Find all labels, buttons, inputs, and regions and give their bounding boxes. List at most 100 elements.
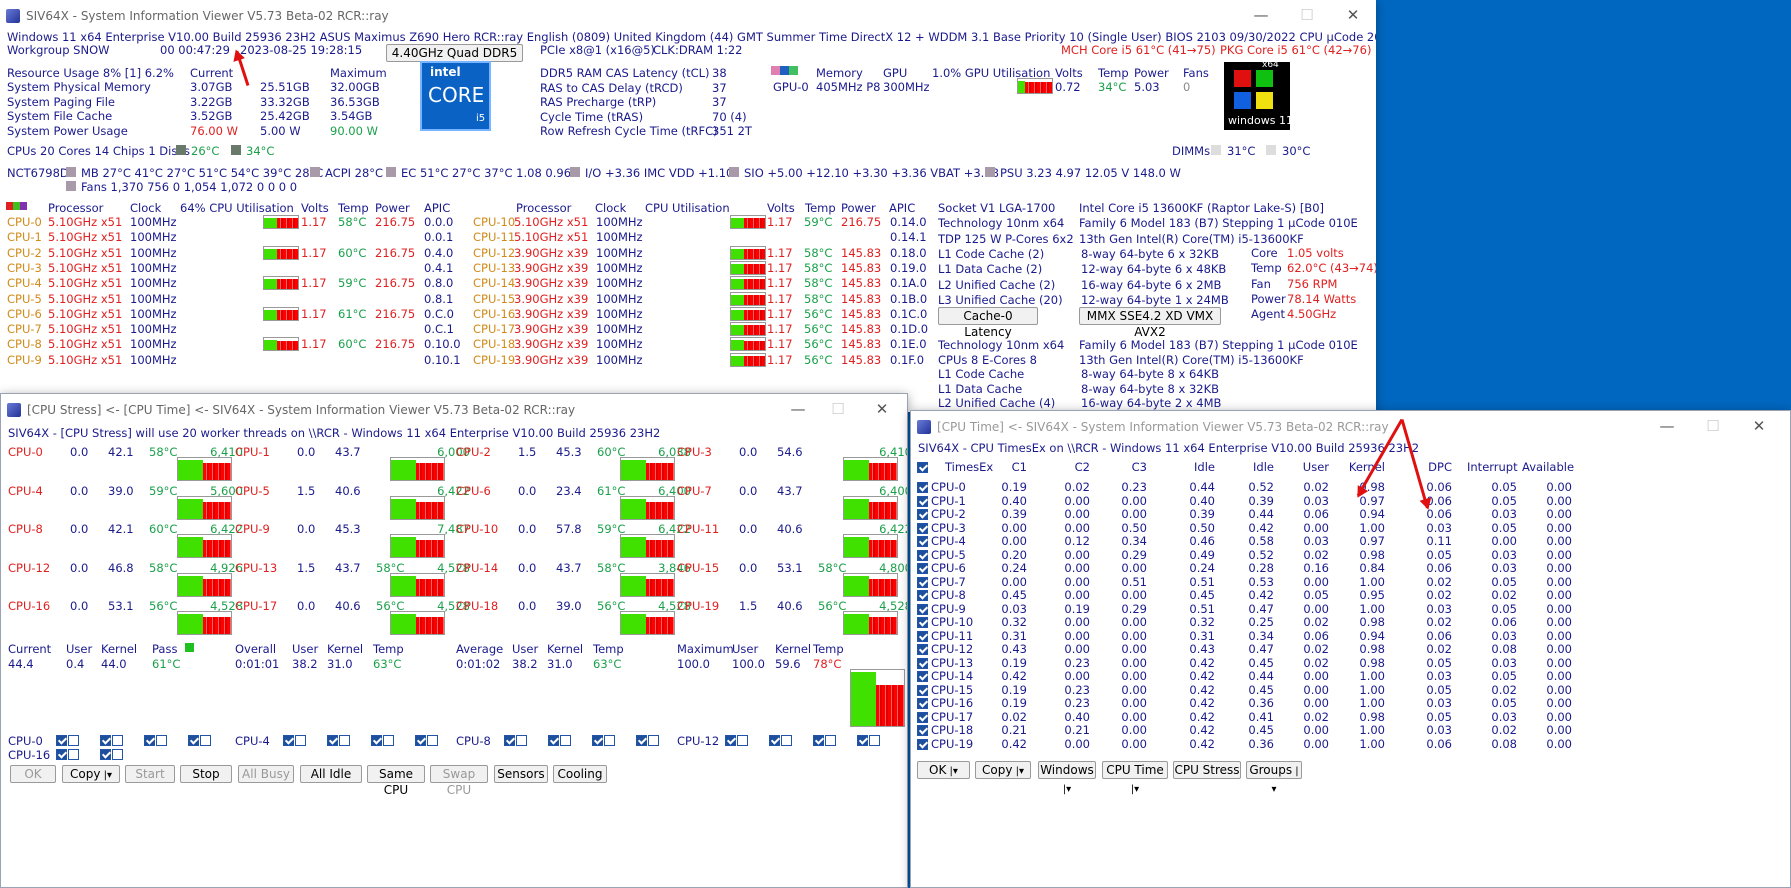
affinity-checkbox[interactable] [560,735,571,746]
stress-copy-button[interactable]: Copy |▾ [62,765,120,783]
affinity-checkbox[interactable] [737,735,748,746]
affinity-checkbox[interactable] [339,735,350,746]
affinity-checkbox[interactable] [371,735,382,746]
times-row-checkbox[interactable] [917,711,928,723]
times-row-checkbox[interactable] [917,590,928,601]
affinity-checkbox[interactable] [144,735,155,746]
dropdown-caret-icon[interactable]: |▾ [100,770,113,781]
stress-stop-button[interactable]: Stop [180,765,232,783]
times-row-checkbox[interactable] [917,536,928,547]
affinity-checkbox[interactable] [112,735,123,746]
affinity-checkbox[interactable] [156,735,167,746]
stress-sensors-button[interactable]: Sensors [494,765,548,783]
times-row-checkbox[interactable] [917,482,928,493]
affinity-checkbox[interactable] [112,749,123,760]
times-row-checkbox[interactable] [917,630,928,642]
times-row-checkbox[interactable] [917,603,928,615]
affinity-checkbox[interactable] [869,735,880,746]
main-title-bar[interactable]: SIV64X - System Information Viewer V5.73… [0,0,1376,32]
times-row-checkbox[interactable] [917,644,928,655]
affinity-checkbox[interactable] [825,735,836,746]
times-ok-button[interactable]: OK |▾ [917,761,970,779]
affinity-checkbox[interactable] [636,735,647,746]
times-row-checkbox[interactable] [917,738,928,750]
affinity-checkbox[interactable] [516,735,527,746]
times-row-checkbox[interactable] [917,617,928,628]
stress-start-button[interactable]: Start [125,765,175,783]
times-row-checkbox[interactable] [917,698,928,709]
cache-latency-button[interactable]: Cache-0 Latency [938,307,1038,339]
cpu-frequency: 5.10GHz x51 [48,306,123,321]
ram-speed-button[interactable]: 4.40GHz Quad DDR5 RAM [386,44,523,76]
times-title-bar[interactable]: [CPU Time] <- SIV64X - System Informatio… [911,411,1790,443]
dropdown-caret-icon[interactable]: |▾ [1062,784,1072,795]
affinity-checkbox[interactable] [56,749,67,760]
affinity-checkbox[interactable] [427,735,438,746]
affinity-checkbox[interactable] [604,735,615,746]
affinity-checkbox[interactable] [383,735,394,746]
affinity-checkbox[interactable] [504,735,515,746]
times-row-checkbox[interactable] [917,522,928,534]
dropdown-caret-icon[interactable]: |▾ [1271,766,1299,795]
maximize-button[interactable]: ☐ [831,400,845,418]
stress-all-idle-button[interactable]: All Idle [300,765,362,783]
times-row-checkbox[interactable] [917,671,928,682]
affinity-checkbox[interactable] [56,735,67,746]
affinity-checkbox[interactable] [813,735,824,746]
affinity-checkbox[interactable] [283,735,294,746]
cpu-frequency: 5.10GHz x51 [48,322,123,337]
maximize-button[interactable]: ☐ [1300,6,1314,24]
socket-info-label: L1 Data Cache (2) [938,262,1043,277]
graph-red-area [203,463,231,480]
affinity-checkbox[interactable] [548,735,559,746]
affinity-checkbox[interactable] [295,735,306,746]
times-row-checkbox[interactable] [917,684,928,696]
times-copy-button[interactable]: Copy |▾ [975,761,1031,779]
affinity-checkbox[interactable] [68,749,79,760]
affinity-checkbox[interactable] [415,735,426,746]
close-button[interactable]: ✕ [1752,417,1766,435]
stress-ok-button[interactable]: OK [10,765,56,783]
stress-title-bar[interactable]: [CPU Stress] <- [CPU Time] <- SIV64X - S… [1,394,907,426]
affinity-checkbox[interactable] [100,749,111,760]
times-row-checkbox[interactable] [917,725,928,736]
times-windows-button[interactable]: Windows |▾ [1038,761,1096,795]
times-row-checkbox[interactable] [917,563,928,574]
minimize-button[interactable]: — [790,400,806,418]
times-row-checkbox[interactable] [917,495,928,507]
affinity-checkbox[interactable] [857,735,868,746]
affinity-checkbox[interactable] [769,735,780,746]
close-button[interactable]: ✕ [875,400,889,418]
times-cpu-stress-button[interactable]: CPU Stress [1173,761,1241,779]
stress-summary-value: 44.4 [8,657,34,671]
maximize-button[interactable]: ☐ [1706,417,1720,435]
times-row-checkbox[interactable] [917,509,928,520]
affinity-checkbox[interactable] [648,735,659,746]
affinity-checkbox[interactable] [725,735,736,746]
times-cpu-time-button[interactable]: CPU Time |▾ [1102,761,1168,795]
affinity-checkbox[interactable] [592,735,603,746]
stress-all-busy-button[interactable]: All Busy [238,765,294,783]
stress-same-cpu-button[interactable]: Same CPU [367,765,425,797]
minimize-button[interactable]: — [1253,6,1269,24]
affinity-checkbox[interactable] [100,735,111,746]
affinity-checkbox[interactable] [781,735,792,746]
stress-swap-cpu-button[interactable]: Swap CPU [430,765,488,797]
dropdown-caret-icon[interactable]: |▾ [1130,784,1140,795]
dropdown-caret-icon[interactable]: |▾ [1012,766,1025,777]
times-row-checkbox[interactable] [917,576,928,588]
affinity-checkbox[interactable] [68,735,79,746]
times-header-checkbox[interactable] [917,462,928,473]
instruction-set-button[interactable]: MMX SSE4.2 XD VMX AVX2 [1079,307,1221,339]
dropdown-caret-icon[interactable]: |▾ [946,766,958,777]
times-value: 0.40 [1064,709,1090,724]
times-row-checkbox[interactable] [917,549,928,561]
affinity-checkbox[interactable] [188,735,199,746]
times-groups-button[interactable]: Groups |▾ [1246,761,1302,795]
affinity-checkbox[interactable] [200,735,211,746]
stress-cooling-button[interactable]: Cooling [553,765,607,783]
affinity-checkbox[interactable] [327,735,338,746]
close-button[interactable]: ✕ [1346,6,1360,24]
times-row-checkbox[interactable] [917,657,928,669]
minimize-button[interactable]: — [1659,417,1675,435]
